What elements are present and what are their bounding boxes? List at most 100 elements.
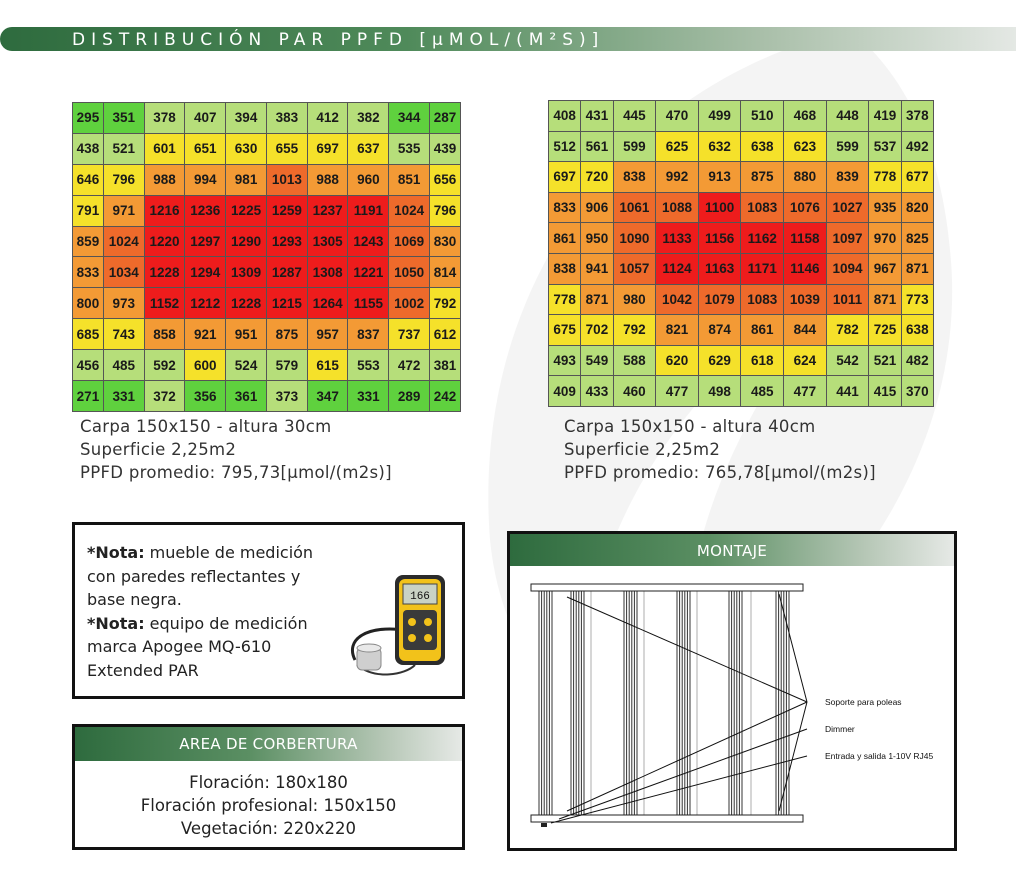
grid-cell: 967 <box>868 252 902 285</box>
grid-cell: 472 <box>388 349 431 382</box>
grid-cell: 561 <box>580 130 614 163</box>
grid-cell: 871 <box>900 252 935 285</box>
grid-cell: 1290 <box>225 225 267 258</box>
grid-cell: 871 <box>868 283 902 316</box>
grid-cell: 1079 <box>697 283 742 316</box>
grid-cell: 1094 <box>825 252 870 285</box>
grid-cell: 499 <box>697 100 742 132</box>
ppfd-grid-left: 295 351 378 407 394 383 412 382 344 287 438 521 601 6… <box>72 102 461 412</box>
grid-cell: 973 <box>102 287 145 320</box>
grid-cell: 861 <box>740 314 785 346</box>
grid-cell: 675 <box>547 314 582 346</box>
grid-cell: 485 <box>740 375 785 407</box>
grid-cell: 874 <box>697 314 742 346</box>
grid-cell: 838 <box>612 161 657 193</box>
grid-cell: 431 <box>580 100 614 132</box>
grid-cell: 725 <box>868 314 902 346</box>
grid-cell: 1090 <box>612 222 657 254</box>
grid-cell: 535 <box>388 132 431 165</box>
note-label: *Nota: <box>87 543 145 562</box>
grid-cell: 468 <box>783 100 827 132</box>
grid-cell: 743 <box>102 318 145 351</box>
grid-cell: 646 <box>72 163 104 196</box>
grid-cell: 599 <box>825 130 870 163</box>
grid-cell: 521 <box>868 344 902 377</box>
grid-cell: 1297 <box>184 225 227 258</box>
grid-cell: 988 <box>143 163 186 196</box>
grid-cell: 579 <box>265 349 308 382</box>
grid-cell: 477 <box>655 375 699 407</box>
grid-cell: 588 <box>612 344 657 377</box>
grid-cell: 438 <box>72 132 104 165</box>
grid-cell: 1162 <box>740 222 785 254</box>
grid-cell: 1156 <box>697 222 742 254</box>
grid-cell: 1083 <box>740 191 785 224</box>
grid-cell: 629 <box>697 344 742 377</box>
grid-cell: 382 <box>347 102 390 134</box>
grid-cell: 685 <box>72 318 104 351</box>
grid-cell: 1220 <box>143 225 186 258</box>
grid-cell: 542 <box>825 344 870 377</box>
grid-cell: 861 <box>547 222 582 254</box>
grid-row: 778 871 980 1042 1079 1083 1039 1011 871 773 <box>547 283 935 316</box>
meter-display: 166 <box>410 591 430 603</box>
coverage-box: AREA DE CORBERTURA Floración: 180x180 Fl… <box>72 724 465 850</box>
grid-cell: 1124 <box>655 252 699 285</box>
grid-cell: 537 <box>868 130 902 163</box>
grid-cell: 287 <box>429 102 461 134</box>
grid-cell: 378 <box>900 100 935 132</box>
grid-cell: 351 <box>102 102 145 134</box>
grid-cell: 1027 <box>825 191 870 224</box>
grid-row: 271 331 372 356 361 373 347 331 289 242 <box>72 380 461 412</box>
grid-cell: 1083 <box>740 283 785 316</box>
mounting-diagram-svg: Soporte para poleas Dimmer Entrada y sal… <box>530 583 933 827</box>
grid-cell: 1237 <box>306 194 349 227</box>
grid-cell: 331 <box>347 380 390 412</box>
grid-cell: 844 <box>783 314 827 346</box>
grid-cell: 344 <box>388 102 431 134</box>
grid-cell: 1212 <box>184 287 227 320</box>
grid-row: 800 973 1152 1212 1228 1215 1264 1155 1002 792 <box>72 287 461 320</box>
grid-cell: 960 <box>347 163 390 196</box>
grid-cell: 839 <box>825 161 870 193</box>
grid-cell: 859 <box>72 225 104 258</box>
grid-cell: 512 <box>547 130 582 163</box>
grid-cell: 460 <box>612 375 657 407</box>
grid-cell: 1294 <box>184 256 227 289</box>
grid-cell: 373 <box>265 380 308 412</box>
grid-cell: 408 <box>547 100 582 132</box>
grid-cell: 971 <box>102 194 145 227</box>
grid-cell: 792 <box>612 314 657 346</box>
grid-cell: 994 <box>184 163 227 196</box>
grid-cell: 592 <box>143 349 186 382</box>
grid-cell: 485 <box>102 349 145 382</box>
grid-cell: 1171 <box>740 252 785 285</box>
grid-cell: 833 <box>72 256 104 289</box>
grid-cell: 493 <box>547 344 582 377</box>
grid-cell: 677 <box>900 161 935 193</box>
grid-cell: 655 <box>265 132 308 165</box>
grid-cell: 361 <box>225 380 267 412</box>
coverage-lines: Floración: 180x180 Floración profesional… <box>75 771 462 840</box>
grid-cell: 941 <box>580 252 614 285</box>
grid-row: 512 561 599 625 632 638 623 599 537 492 <box>547 130 935 163</box>
caption-right-line: Superficie 2,25m2 <box>564 440 721 459</box>
grid-cell: 441 <box>825 375 870 407</box>
grid-cell: 638 <box>900 314 935 346</box>
page-title: DISTRIBUCIÓN PAR PPFD [µMOL/(M²S)] <box>72 30 605 50</box>
grid-cell: 820 <box>900 191 935 224</box>
grid-cell: 988 <box>306 163 349 196</box>
caption-left-line: Superficie 2,25m2 <box>80 440 237 459</box>
grid-cell: 477 <box>783 375 827 407</box>
grid-cell: 372 <box>143 380 186 412</box>
note-line: Extended PAR <box>87 660 199 680</box>
grid-cell: 833 <box>547 191 582 224</box>
grid-cell: 720 <box>580 161 614 193</box>
grid-cell: 875 <box>265 318 308 351</box>
grid-cell: 1042 <box>655 283 699 316</box>
grid-row: 456 485 592 600 524 579 615 553 472 381 <box>72 349 461 382</box>
grid-cell: 1100 <box>697 191 742 224</box>
top-rail <box>530 583 804 592</box>
grid-row: 833 1034 1228 1294 1309 1287 1308 1221 1050 814 <box>72 256 461 289</box>
grid-cell: 433 <box>580 375 614 407</box>
